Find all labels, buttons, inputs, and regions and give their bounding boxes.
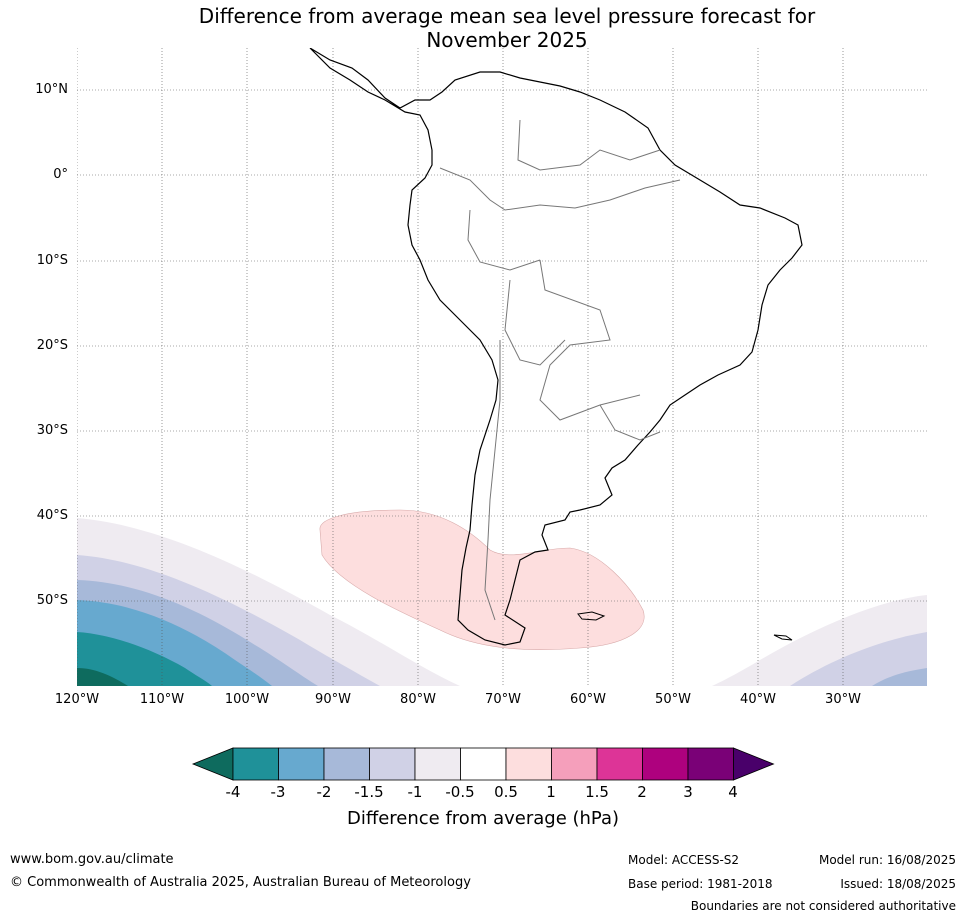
colorbar-tick: -2	[316, 783, 332, 801]
colorbar-extend-high	[733, 747, 775, 781]
footer-copyright: © Commonwealth of Australia 2025, Austra…	[10, 875, 471, 890]
anomaly-band-minus-1.5-east	[872, 668, 927, 686]
lat-label-50s: 50°S	[36, 593, 68, 608]
colorbar-cell	[551, 747, 598, 781]
colorbar-cell	[505, 747, 552, 781]
colorbar-cell	[460, 747, 507, 781]
lat-label-10s: 10°S	[36, 253, 68, 268]
title-line-2: November 2025	[426, 28, 588, 52]
lat-label-0: 0°	[53, 167, 68, 182]
footer-website: www.bom.gov.au/climate	[10, 852, 174, 867]
footer-disclaimer: Boundaries are not considered authoritat…	[690, 899, 956, 913]
colorbar-cell	[642, 747, 689, 781]
lat-label-30s: 30°S	[36, 423, 68, 438]
colorbar-cell	[687, 747, 734, 781]
colorbar-tick: -0.5	[445, 783, 475, 801]
chart-title: Difference from average mean sea level p…	[0, 4, 965, 52]
title-line-1: Difference from average mean sea level p…	[198, 4, 816, 28]
anomaly-band-minus-1-east	[790, 632, 927, 686]
anomaly-positive-patch	[319, 509, 645, 650]
colorbar-tick: -1.5	[354, 783, 384, 801]
lon-label-120w: 120°W	[54, 692, 100, 707]
lat-label-40s: 40°S	[36, 508, 68, 523]
colorbar-label: Difference from average (hPa)	[346, 808, 620, 829]
colorbar-tick: 3	[683, 783, 693, 801]
colorbar-cell	[369, 747, 416, 781]
colorbar-extend-low	[191, 747, 234, 781]
lon-label-50w: 50°W	[655, 692, 691, 707]
lon-label-100w: 100°W	[224, 692, 270, 707]
lon-label-40w: 40°W	[740, 692, 776, 707]
anomaly-band-minus-3	[77, 632, 212, 686]
lon-label-70w: 70°W	[485, 692, 521, 707]
map-area	[77, 48, 927, 686]
lon-label-30w: 30°W	[825, 692, 861, 707]
colorbar-cell	[232, 747, 279, 781]
colorbar-tick: -4	[225, 783, 241, 801]
colorbar-tick: 1	[546, 783, 556, 801]
colorbar-cell	[596, 747, 643, 781]
country-borders	[439, 119, 681, 621]
south-georgia	[773, 634, 793, 641]
lat-label-20s: 20°S	[36, 338, 68, 353]
colorbar-tick: 4	[728, 783, 738, 801]
colorbar-tick: -1	[407, 783, 423, 801]
lon-label-90w: 90°W	[315, 692, 351, 707]
lon-label-60w: 60°W	[570, 692, 606, 707]
south-america-coastline	[309, 48, 803, 646]
colorbar-tick: 0.5	[494, 783, 518, 801]
anomaly-band-minus-4	[77, 668, 128, 686]
colorbar-tick: 1.5	[585, 783, 609, 801]
falkland-islands	[577, 611, 606, 621]
footer-issued: Issued: 18/08/2025	[840, 877, 956, 891]
colorbar-cell	[278, 747, 325, 781]
footer-model: Model: ACCESS-S2	[628, 853, 740, 867]
lon-label-110w: 110°W	[139, 692, 185, 707]
colorbar	[191, 747, 775, 781]
colorbar-cell	[414, 747, 461, 781]
graticule	[77, 48, 927, 686]
footer-model-run: Model run: 16/08/2025	[818, 853, 956, 867]
footer-base-period: Base period: 1981-2018	[628, 877, 773, 891]
colorbar-tick: 2	[637, 783, 647, 801]
colorbar-tick: -3	[270, 783, 286, 801]
lon-label-80w: 80°W	[400, 692, 436, 707]
colorbar-cell	[323, 747, 370, 781]
lat-label-10n: 10°N	[35, 82, 68, 97]
